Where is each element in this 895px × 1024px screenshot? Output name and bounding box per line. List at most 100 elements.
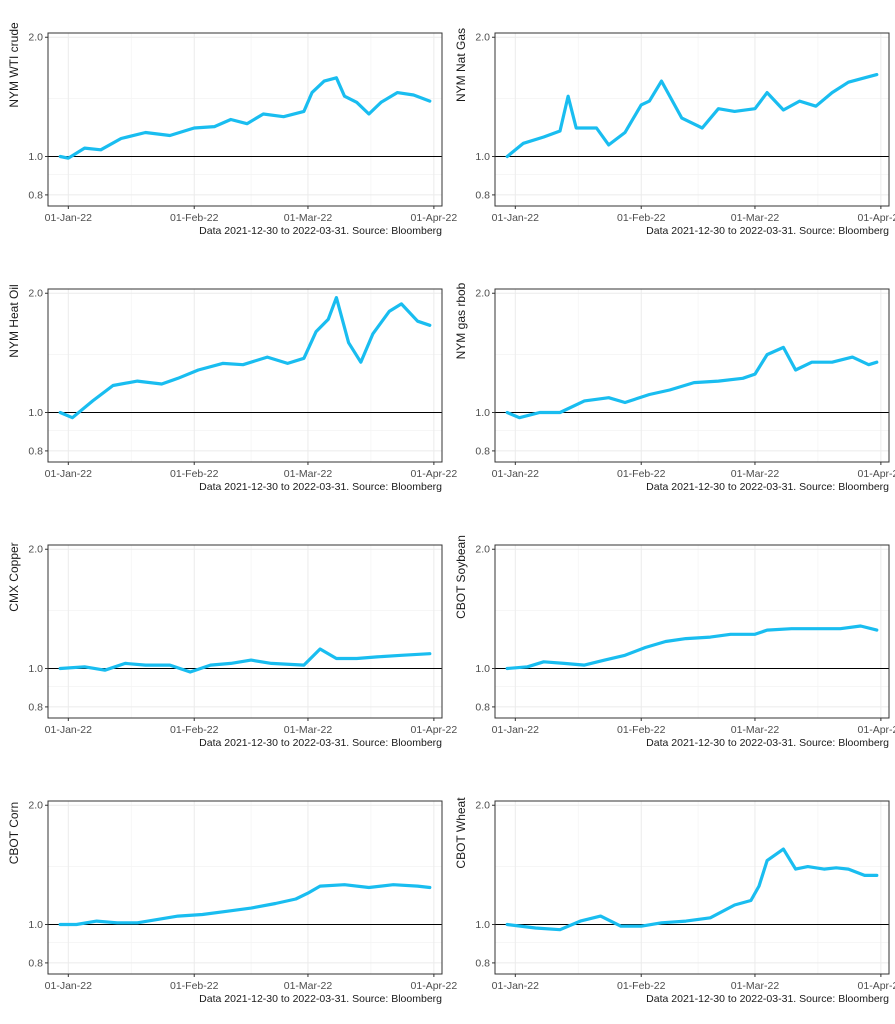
- series-line: [58, 76, 432, 160]
- y-tick-label: 0.8: [475, 189, 490, 201]
- y-tick-label: 0.8: [475, 957, 490, 969]
- plot-background: [48, 33, 442, 206]
- y-tick-label: 1.0: [475, 919, 490, 931]
- y-tick-label: 1.0: [475, 151, 490, 163]
- plot-background: [48, 545, 442, 718]
- chart-panel: 01-Jan-22 01-Feb-22 01-Mar-22 01-Apr-22 0.8 1…: [447, 256, 895, 512]
- y-axis-label-wrap: NYM WTI crude: [6, 22, 22, 206]
- x-tick-label: 01-Apr-22: [858, 724, 895, 736]
- y-axis-label-wrap: NYM gas rbob: [453, 282, 469, 462]
- chart-svg: 01-Jan-22 01-Feb-22 01-Mar-22 01-Apr-22 0.8 1…: [28, 544, 457, 736]
- x-tick-label: 01-Feb-22: [170, 468, 219, 480]
- chart-panel: 01-Jan-22 01-Feb-22 01-Mar-22 01-Apr-22 0.8 1…: [447, 512, 895, 768]
- plot-border: [494, 544, 890, 719]
- chart-svg: 01-Jan-22 01-Feb-22 01-Mar-22 01-Apr-22 0.8 1…: [28, 800, 457, 992]
- chart-svg: 01-Jan-22 01-Feb-22 01-Mar-22 01-Apr-22 0.8 1…: [475, 544, 895, 736]
- plot-border: [47, 32, 443, 207]
- y-tick-label: 0.8: [28, 701, 43, 713]
- y-tick-label: 2.0: [28, 544, 43, 556]
- chart-panel: 01-Jan-22 01-Feb-22 01-Mar-22 01-Apr-22 0.8 1…: [0, 768, 457, 1024]
- x-tick-label: 01-Apr-22: [858, 468, 895, 480]
- y-tick-label: 1.0: [475, 407, 490, 419]
- y-axis-label: NYM gas rbob: [454, 282, 468, 359]
- y-tick-label: 2.0: [475, 544, 490, 556]
- series-line: [505, 345, 879, 420]
- source-caption: Data 2021-12-30 to 2022-03-31. Source: B…: [199, 481, 442, 493]
- x-tick-label: 01-Jan-22: [45, 212, 92, 224]
- x-tick-label: 01-Feb-22: [170, 980, 219, 992]
- x-tick-label: 01-Mar-22: [731, 212, 780, 224]
- plot-background: [48, 289, 442, 462]
- plot-border: [494, 800, 890, 975]
- plot-background: [495, 33, 889, 206]
- y-axis-label-wrap: CMX Copper: [6, 542, 22, 718]
- y-tick-label: 0.8: [28, 189, 43, 201]
- y-axis-label: CBOT Wheat: [454, 796, 468, 869]
- series-line: [505, 72, 879, 159]
- y-tick-label: 1.0: [475, 663, 490, 675]
- x-tick-label: 01-Feb-22: [170, 212, 219, 224]
- y-axis-label-wrap: CBOT Corn: [6, 801, 22, 974]
- series-line: [505, 624, 879, 671]
- x-tick-label: 01-Mar-22: [284, 980, 333, 992]
- x-tick-label: 01-Feb-22: [617, 468, 666, 480]
- x-tick-label: 01-Jan-22: [45, 724, 92, 736]
- source-caption: Data 2021-12-30 to 2022-03-31. Source: B…: [199, 225, 442, 237]
- y-tick-label: 2.0: [475, 32, 490, 44]
- y-tick-label: 1.0: [28, 151, 43, 163]
- plot-background: [495, 801, 889, 974]
- x-tick-label: 01-Jan-22: [492, 724, 539, 736]
- y-axis-label: CMX Copper: [7, 541, 21, 612]
- x-tick-label: 01-Jan-22: [492, 212, 539, 224]
- source-caption: Data 2021-12-30 to 2022-03-31. Source: B…: [199, 737, 442, 749]
- chart-svg: 01-Jan-22 01-Feb-22 01-Mar-22 01-Apr-22 0.8 1…: [475, 288, 895, 480]
- y-tick-label: 0.8: [28, 957, 43, 969]
- y-tick-label: 1.0: [28, 663, 43, 675]
- plot-border: [494, 288, 890, 463]
- x-tick-label: 01-Feb-22: [617, 980, 666, 992]
- y-tick-label: 0.8: [475, 701, 490, 713]
- y-tick-label: 2.0: [28, 288, 43, 300]
- y-tick-label: 1.0: [28, 407, 43, 419]
- chart-svg: 01-Jan-22 01-Feb-22 01-Mar-22 01-Apr-22 0.8 1…: [475, 32, 895, 224]
- plot-border: [47, 800, 443, 975]
- x-tick-label: 01-Feb-22: [170, 724, 219, 736]
- series-line: [58, 883, 432, 927]
- x-tick-label: 01-Feb-22: [617, 212, 666, 224]
- x-tick-label: 01-Mar-22: [284, 212, 333, 224]
- y-axis-label-wrap: NYM Heat Oil: [6, 284, 22, 462]
- x-tick-label: 01-Mar-22: [731, 468, 780, 480]
- plot-border: [47, 288, 443, 463]
- x-tick-label: 01-Apr-22: [858, 212, 895, 224]
- source-caption: Data 2021-12-30 to 2022-03-31. Source: B…: [646, 737, 889, 749]
- y-axis-label: CBOT Corn: [7, 801, 21, 864]
- source-caption: Data 2021-12-30 to 2022-03-31. Source: B…: [646, 993, 889, 1005]
- chart-svg: 01-Jan-22 01-Feb-22 01-Mar-22 01-Apr-22 0.8 1…: [28, 32, 457, 224]
- y-axis-label: CBOT Soybean: [454, 534, 468, 619]
- chart-svg: 01-Jan-22 01-Feb-22 01-Mar-22 01-Apr-22 0.8 1…: [475, 800, 895, 992]
- x-tick-label: 01-Mar-22: [284, 724, 333, 736]
- source-caption: Data 2021-12-30 to 2022-03-31. Source: B…: [646, 481, 889, 493]
- source-caption: Data 2021-12-30 to 2022-03-31. Source: B…: [199, 993, 442, 1005]
- x-tick-label: 01-Apr-22: [411, 212, 458, 224]
- x-tick-label: 01-Mar-22: [731, 724, 780, 736]
- y-tick-label: 2.0: [28, 800, 43, 812]
- chart-panel: 01-Jan-22 01-Feb-22 01-Mar-22 01-Apr-22 0.8 1…: [447, 768, 895, 1024]
- source-caption: Data 2021-12-30 to 2022-03-31. Source: B…: [646, 225, 889, 237]
- chart-panel: 01-Jan-22 01-Feb-22 01-Mar-22 01-Apr-22 0.8 1…: [0, 512, 457, 768]
- chart-panel: 01-Jan-22 01-Feb-22 01-Mar-22 01-Apr-22 0.8 1…: [0, 0, 457, 256]
- x-tick-label: 01-Jan-22: [45, 980, 92, 992]
- series-line: [58, 295, 432, 420]
- x-tick-label: 01-Mar-22: [284, 468, 333, 480]
- x-tick-label: 01-Jan-22: [492, 980, 539, 992]
- y-axis-label-wrap: NYM Nat Gas: [453, 28, 469, 206]
- x-tick-label: 01-Jan-22: [492, 468, 539, 480]
- y-tick-label: 0.8: [28, 445, 43, 457]
- y-tick-label: 2.0: [475, 800, 490, 812]
- x-tick-label: 01-Apr-22: [411, 468, 458, 480]
- plot-background: [495, 545, 889, 718]
- series-line: [58, 647, 432, 674]
- y-tick-label: 1.0: [28, 919, 43, 931]
- plot-border: [47, 544, 443, 719]
